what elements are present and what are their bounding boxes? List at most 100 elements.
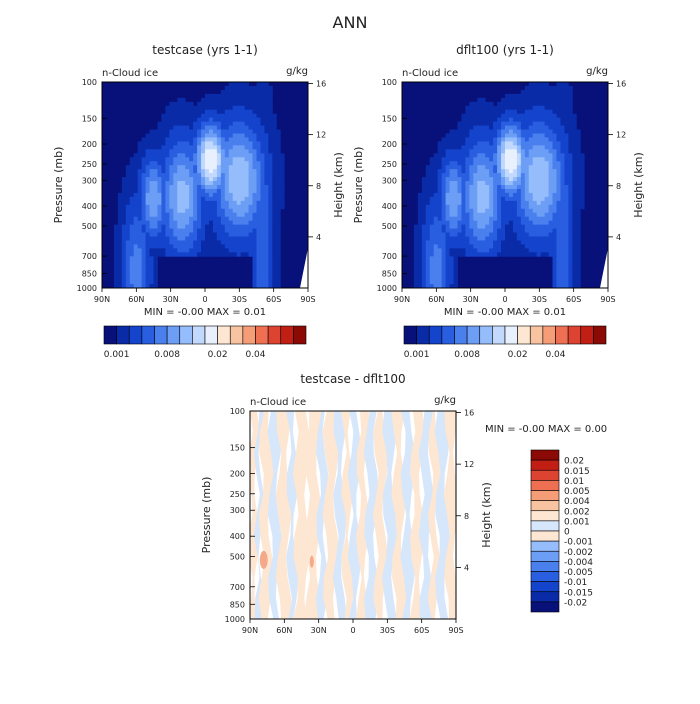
contour-cell: [157, 244, 162, 249]
contour-cell: [121, 185, 127, 190]
contour-cell: [548, 232, 553, 237]
contour-cell: [481, 145, 486, 150]
contour-cell: [224, 224, 230, 229]
contour-cell: [548, 129, 553, 134]
contour-cell: [201, 149, 206, 154]
contour-cell: [524, 244, 530, 249]
contour-cell: [552, 117, 557, 123]
contour-cell: [236, 82, 242, 87]
contour-cell: [248, 93, 253, 99]
x-tick-label: 90S: [600, 295, 615, 304]
contour-cell: [445, 137, 450, 142]
contour-cell: [556, 129, 561, 134]
contour-cell: [169, 137, 174, 142]
contour-cell: [556, 188, 561, 194]
contour-cell: [564, 276, 569, 281]
contour-cell: [481, 248, 486, 253]
contour-cell: [220, 252, 226, 257]
contour-cell: [540, 93, 546, 99]
contour-cell: [149, 228, 154, 233]
contour-cell: [465, 216, 470, 222]
contour-cell: [276, 256, 281, 261]
contour-cell: [461, 141, 466, 146]
contour-cell: [516, 244, 522, 249]
contour-cell: [508, 220, 514, 226]
contour-cell: [461, 228, 466, 233]
contour-cell: [536, 133, 542, 138]
contour-cell: [236, 141, 242, 146]
contour-cell: [177, 240, 182, 245]
contour-cell: [193, 248, 198, 253]
contour-cell: [252, 101, 257, 107]
contour-cell: [145, 284, 150, 288]
contour-cell: [169, 208, 174, 214]
contour-cell: [276, 284, 281, 288]
contour-cell: [264, 272, 269, 277]
contour-cell: [268, 85, 273, 91]
contour-cell: [520, 216, 526, 222]
contour-cell: [540, 82, 546, 87]
contour-cell: [117, 252, 123, 257]
panel-title: testcase - dflt100: [300, 372, 405, 386]
contour-cell: [248, 161, 253, 166]
contour-cell: [201, 252, 206, 257]
contour-cell: [197, 117, 202, 123]
contour-cell: [572, 272, 577, 277]
contour-cell: [512, 181, 518, 186]
contour-cell: [520, 220, 526, 226]
contour-cell: [441, 169, 446, 174]
contour-cell: [469, 125, 474, 130]
contour-cell: [497, 101, 502, 107]
contour-cell: [224, 133, 230, 138]
contour-cell: [528, 97, 534, 103]
contour-cell: [137, 272, 143, 277]
contour-cell: [532, 157, 538, 162]
contour-cell: [453, 169, 458, 174]
contour-cell: [477, 232, 482, 237]
contour-cell: [497, 220, 502, 226]
contour-cell: [181, 240, 186, 245]
contour-cell: [220, 216, 226, 222]
contour-cell: [169, 153, 174, 158]
contour-cell: [508, 133, 514, 138]
contour-cell: [189, 188, 194, 194]
contour-cell: [137, 260, 143, 265]
contour-cell: [145, 169, 150, 174]
contour-cell: [497, 149, 502, 154]
colorbar-swatch: [530, 530, 560, 542]
contour-cell: [481, 185, 486, 190]
contour-cell: [113, 228, 119, 233]
contour-cell: [560, 272, 565, 277]
colorbar-swatch: [255, 325, 269, 345]
contour-cell: [141, 216, 146, 222]
contour-cell: [501, 121, 506, 126]
contour-cell: [576, 149, 581, 154]
contour-cell: [244, 93, 249, 99]
contour-cell: [477, 236, 482, 241]
contour-cell: [477, 196, 482, 202]
contour-cell: [556, 272, 561, 277]
contour-cell: [453, 244, 458, 249]
contour-cell: [497, 169, 502, 174]
contour-cell: [516, 181, 522, 186]
contour-cell: [437, 157, 443, 162]
contour-cell: [576, 248, 581, 253]
contour-cell: [501, 204, 506, 210]
contour-cell: [260, 137, 265, 142]
contour-cell: [137, 153, 143, 158]
contour-cell: [276, 200, 281, 206]
contour-cell: [572, 165, 577, 170]
contour-cell: [244, 204, 249, 210]
contour-cell: [425, 248, 431, 253]
contour-cell: [205, 153, 210, 158]
contour-cell: [212, 204, 218, 210]
contour-cell: [457, 196, 462, 202]
contour-cell: [560, 153, 565, 158]
contour-cell: [153, 196, 158, 202]
contour-cell: [153, 244, 158, 249]
contour-cell: [457, 169, 462, 174]
contour-cell: [544, 141, 549, 146]
contour-cell: [252, 161, 257, 166]
contour-cell: [493, 196, 498, 202]
contour-cell: [165, 117, 170, 123]
